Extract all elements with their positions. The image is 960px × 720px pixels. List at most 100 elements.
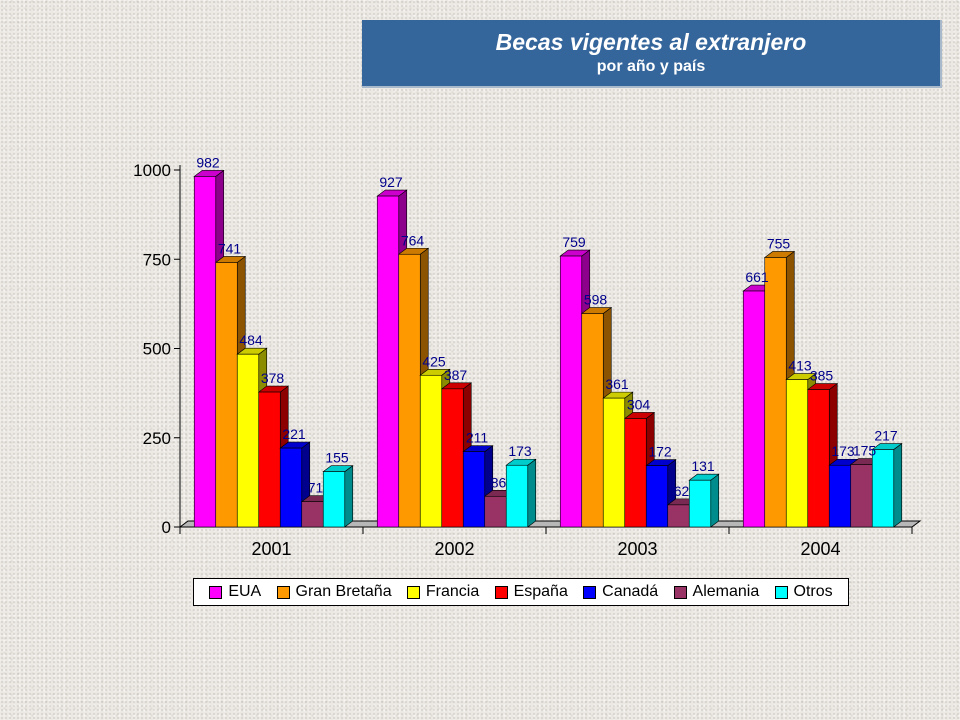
- bar-front: [807, 389, 830, 528]
- data-label: 155: [325, 450, 349, 466]
- chart-title-box: Becas vigentes al extranjero por año y p…: [362, 20, 942, 88]
- data-label: 173: [508, 443, 532, 459]
- data-label: 86: [491, 474, 507, 490]
- legend-swatch: [209, 585, 223, 599]
- bar-front: [764, 257, 787, 528]
- bar-front: [484, 495, 507, 528]
- data-label: 385: [810, 368, 834, 384]
- bar-otros: [322, 465, 354, 528]
- legend-swatch: [406, 585, 420, 599]
- bar-otros: [871, 442, 903, 528]
- bar-side: [710, 473, 720, 528]
- data-label: 661: [745, 269, 769, 285]
- chart-legend: EUA Gran Bretaña Francia España Canadá Aleman…: [193, 578, 849, 606]
- bar-side: [893, 442, 903, 528]
- bar-front: [742, 290, 766, 528]
- legend-item: Francia: [406, 583, 480, 601]
- y-tick-label: 250: [143, 429, 171, 448]
- y-tick-label: 750: [143, 250, 171, 269]
- data-label: 755: [767, 235, 791, 251]
- x-category-label: 2001: [251, 539, 291, 559]
- bar-front: [301, 501, 324, 528]
- data-label: 927: [379, 174, 403, 190]
- legend-item: EUA: [209, 583, 261, 601]
- data-label: 425: [422, 353, 446, 369]
- data-label: 982: [196, 154, 220, 170]
- data-label: 71: [308, 480, 324, 496]
- data-label: 172: [648, 444, 672, 460]
- data-label: 304: [627, 396, 651, 412]
- bar-front: [398, 253, 421, 528]
- bar-front: [322, 471, 346, 528]
- bar-front: [236, 353, 260, 528]
- bar-side: [344, 465, 354, 528]
- bar-front: [828, 464, 852, 528]
- data-label: 131: [691, 458, 715, 474]
- bar-canad-: [462, 445, 494, 528]
- data-label: 484: [239, 332, 263, 348]
- y-tick-label: 1000: [133, 161, 171, 180]
- data-label: 211: [466, 430, 489, 446]
- bar-front: [505, 464, 529, 528]
- data-label: 217: [874, 428, 898, 444]
- bar-front: [258, 391, 281, 528]
- bar-otros: [505, 458, 537, 528]
- x-category-label: 2002: [434, 539, 474, 559]
- legend-swatch: [774, 585, 788, 599]
- legend-label: Canadá: [602, 583, 659, 600]
- chart-subtitle: por año y país: [596, 58, 706, 75]
- legend-label: España: [513, 583, 568, 600]
- data-label: 759: [562, 234, 586, 250]
- legend-label: EUA: [228, 583, 262, 600]
- bar-front: [871, 449, 895, 528]
- bar-front: [376, 195, 400, 528]
- bar-side: [527, 458, 537, 528]
- legend-label: Gran Bretaña: [295, 583, 392, 600]
- x-category-label: 2004: [800, 539, 840, 559]
- legend-item: Canadá: [583, 583, 658, 601]
- bar-front: [688, 479, 712, 528]
- legend-item: España: [494, 583, 568, 601]
- data-label: 173: [831, 443, 855, 459]
- data-label: 361: [605, 376, 629, 392]
- bar-front: [559, 255, 583, 528]
- data-label: 387: [444, 367, 468, 383]
- data-label: 598: [584, 292, 608, 308]
- legend-swatch: [494, 585, 508, 599]
- y-tick-label: 500: [143, 340, 171, 359]
- legend-label: Otros: [793, 583, 833, 600]
- legend-swatch: [583, 585, 597, 599]
- bar-front: [193, 176, 217, 528]
- bar-front: [441, 388, 464, 528]
- bar-front: [602, 397, 626, 528]
- bar-front: [667, 504, 690, 528]
- legend-swatch: [276, 585, 290, 599]
- data-label: 741: [218, 240, 242, 256]
- bar-front: [419, 374, 443, 528]
- bar-otros: [688, 473, 720, 528]
- bar-front: [850, 464, 873, 528]
- chart-title: Becas vigentes al extranjero: [495, 29, 807, 55]
- bar-front: [624, 418, 647, 528]
- bar-front: [462, 451, 486, 528]
- data-label: 413: [788, 358, 812, 374]
- data-label: 62: [674, 483, 690, 499]
- data-label: 764: [401, 232, 425, 248]
- legend-swatch: [673, 585, 687, 599]
- bar-front: [215, 262, 238, 528]
- legend-item: Otros: [774, 583, 833, 601]
- legend-label: Alemania: [692, 583, 760, 600]
- bar-front: [581, 313, 604, 528]
- data-label: 378: [261, 370, 285, 386]
- data-label: 221: [282, 426, 306, 442]
- legend-item: Gran Bretaña: [276, 583, 392, 601]
- bar-front: [785, 379, 809, 528]
- y-tick-label: 0: [162, 518, 171, 537]
- legend-label: Francia: [425, 583, 480, 600]
- x-category-label: 2003: [617, 539, 657, 559]
- legend-item: Alemania: [673, 583, 760, 601]
- data-label: 175: [853, 443, 877, 459]
- bar-front: [279, 447, 303, 528]
- bar-front: [645, 465, 669, 528]
